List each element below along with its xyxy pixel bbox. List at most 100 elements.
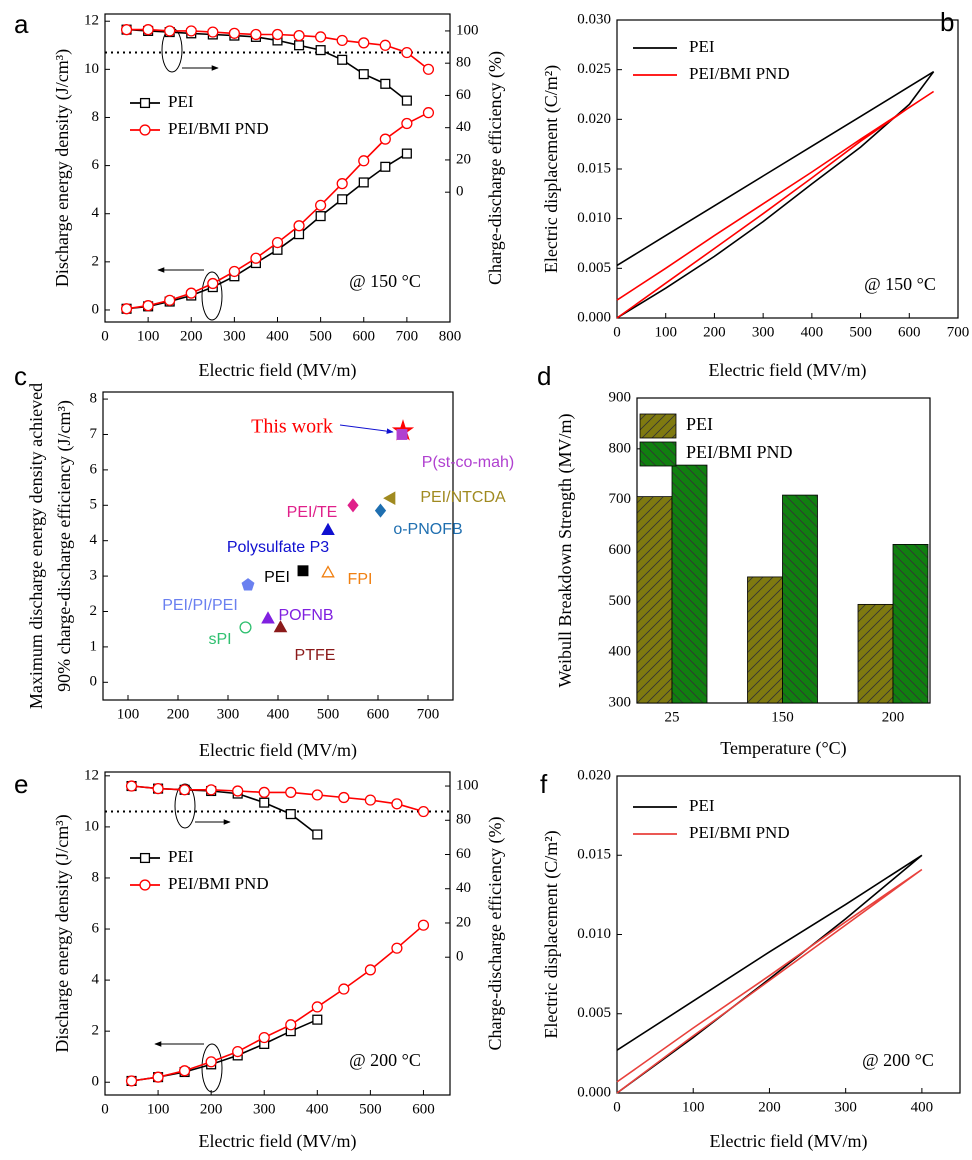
x-tick-label: 500	[317, 706, 340, 722]
marker	[312, 829, 323, 840]
marker	[285, 1019, 297, 1031]
marker	[152, 783, 164, 795]
marker	[120, 303, 133, 315]
marker	[337, 194, 348, 205]
legend-label: PEI	[689, 796, 715, 815]
legend-label: PEI/BMI PND	[689, 823, 790, 842]
y-tick-label: 0	[92, 301, 100, 317]
x-tick-label: 200	[703, 324, 726, 340]
x-tick-label: 600	[367, 706, 390, 722]
x-tick-label: 200	[167, 706, 190, 722]
marker	[422, 63, 435, 75]
legend-marker	[139, 852, 151, 864]
marker	[258, 786, 270, 798]
y-tick-label: 0.000	[577, 309, 611, 325]
x-tick-label: 500	[309, 328, 332, 344]
axis-indicator	[174, 783, 196, 829]
marker	[164, 294, 176, 306]
point-label: Polysulfate P3	[227, 539, 329, 556]
x-axis-label: Electric field (MV/m)	[199, 360, 357, 381]
x-tick-label: 400	[267, 706, 290, 722]
y2-tick-label: 20	[456, 914, 471, 930]
x-tick-label: 300	[752, 324, 775, 340]
x-tick-label: 600	[353, 328, 376, 344]
x-tick-label: 300	[834, 1099, 857, 1115]
marker	[401, 46, 413, 59]
y-tick-label: 0.015	[577, 160, 611, 176]
marker	[383, 491, 396, 506]
marker	[379, 133, 391, 145]
y-axis-label: Discharge energy density (J/cm³)	[52, 49, 73, 287]
panel-f: f Electric field (MV/m) Electric displacem…	[540, 767, 961, 1152]
x-tick-label: 0	[613, 1099, 621, 1115]
marker	[358, 69, 369, 80]
y-axis-label: 90% charge-discharge efficiency (J/cm³)	[54, 400, 75, 692]
marker	[293, 30, 305, 42]
bar	[636, 496, 673, 704]
series-line	[616, 71, 935, 319]
marker	[271, 236, 284, 249]
x-tick-label: 0	[613, 324, 621, 340]
point-label: PEI/PI/PEI	[162, 597, 238, 614]
marker	[293, 220, 305, 232]
bar	[747, 576, 783, 704]
y-axis-label: Weibull Breakdown Strength (MV/m)	[555, 413, 576, 687]
y-tick-label: 0	[92, 1074, 100, 1090]
y-tick-label: 0.015	[577, 847, 611, 863]
marker	[205, 1056, 217, 1068]
x-tick-label: 100	[682, 1099, 705, 1115]
marker	[179, 784, 191, 796]
point-label: FPI	[348, 571, 373, 588]
y-tick-label: 10	[84, 818, 99, 834]
marker	[259, 797, 270, 808]
legend-marker	[139, 97, 151, 109]
marker	[179, 1065, 191, 1077]
marker	[417, 919, 430, 931]
y-tick-label: 700	[609, 491, 632, 507]
x-tick-label: 200	[200, 1101, 223, 1117]
y-axis-label: Discharge energy density (J/cm³)	[52, 814, 73, 1052]
y-tick-label: 3	[90, 568, 98, 584]
point-label: PEI	[264, 569, 290, 586]
marker	[396, 429, 408, 440]
point-label: PTFE	[295, 647, 336, 664]
x-tick-label: 100	[137, 328, 160, 344]
panel-b: b Electric field (MV/m) Electric displacem…	[541, 7, 969, 381]
panel-d: d Temperature (°C) Weibull Breakdown Stren…	[537, 361, 931, 759]
marker	[228, 27, 240, 39]
y-tick-label: 2	[90, 603, 98, 619]
x-tick-label: 200	[758, 1099, 781, 1115]
y-tick-label: 5	[90, 497, 98, 513]
marker	[380, 161, 391, 172]
y-tick-label: 4	[92, 972, 100, 988]
y-tick-label: 4	[90, 532, 98, 548]
x-tick-label: 700	[417, 706, 440, 722]
y2-tick-label: 20	[456, 151, 471, 167]
x-tick-label: 100	[117, 706, 140, 722]
y-tick-label: 6	[90, 461, 98, 477]
y-tick-label: 6	[92, 920, 100, 936]
y-tick-label: 500	[609, 593, 632, 609]
y-tick-label: 600	[609, 542, 632, 558]
x-tick-label: 150	[771, 709, 794, 725]
point-label: sPI	[208, 631, 231, 648]
y2-tick-label: 80	[456, 55, 471, 71]
legend-label: PEI/BMI PND	[168, 119, 269, 138]
y2-tick-label: 0	[456, 949, 464, 965]
marker	[228, 265, 240, 278]
marker	[315, 45, 326, 56]
y-tick-label: 10	[84, 61, 99, 77]
x-tick-label: 800	[439, 328, 462, 344]
y-tick-label: 12	[84, 13, 99, 29]
marker	[391, 942, 403, 954]
legend-marker	[139, 124, 151, 136]
x-tick-label: 700	[947, 324, 970, 340]
y-tick-label: 1	[90, 638, 98, 654]
legend-label: PEI	[168, 847, 194, 866]
legend-label: PEI/BMI PND	[168, 874, 269, 893]
marker	[120, 24, 133, 36]
marker	[347, 498, 359, 513]
marker	[142, 300, 154, 312]
marker	[164, 25, 176, 37]
legend-label: PEI	[168, 92, 194, 111]
